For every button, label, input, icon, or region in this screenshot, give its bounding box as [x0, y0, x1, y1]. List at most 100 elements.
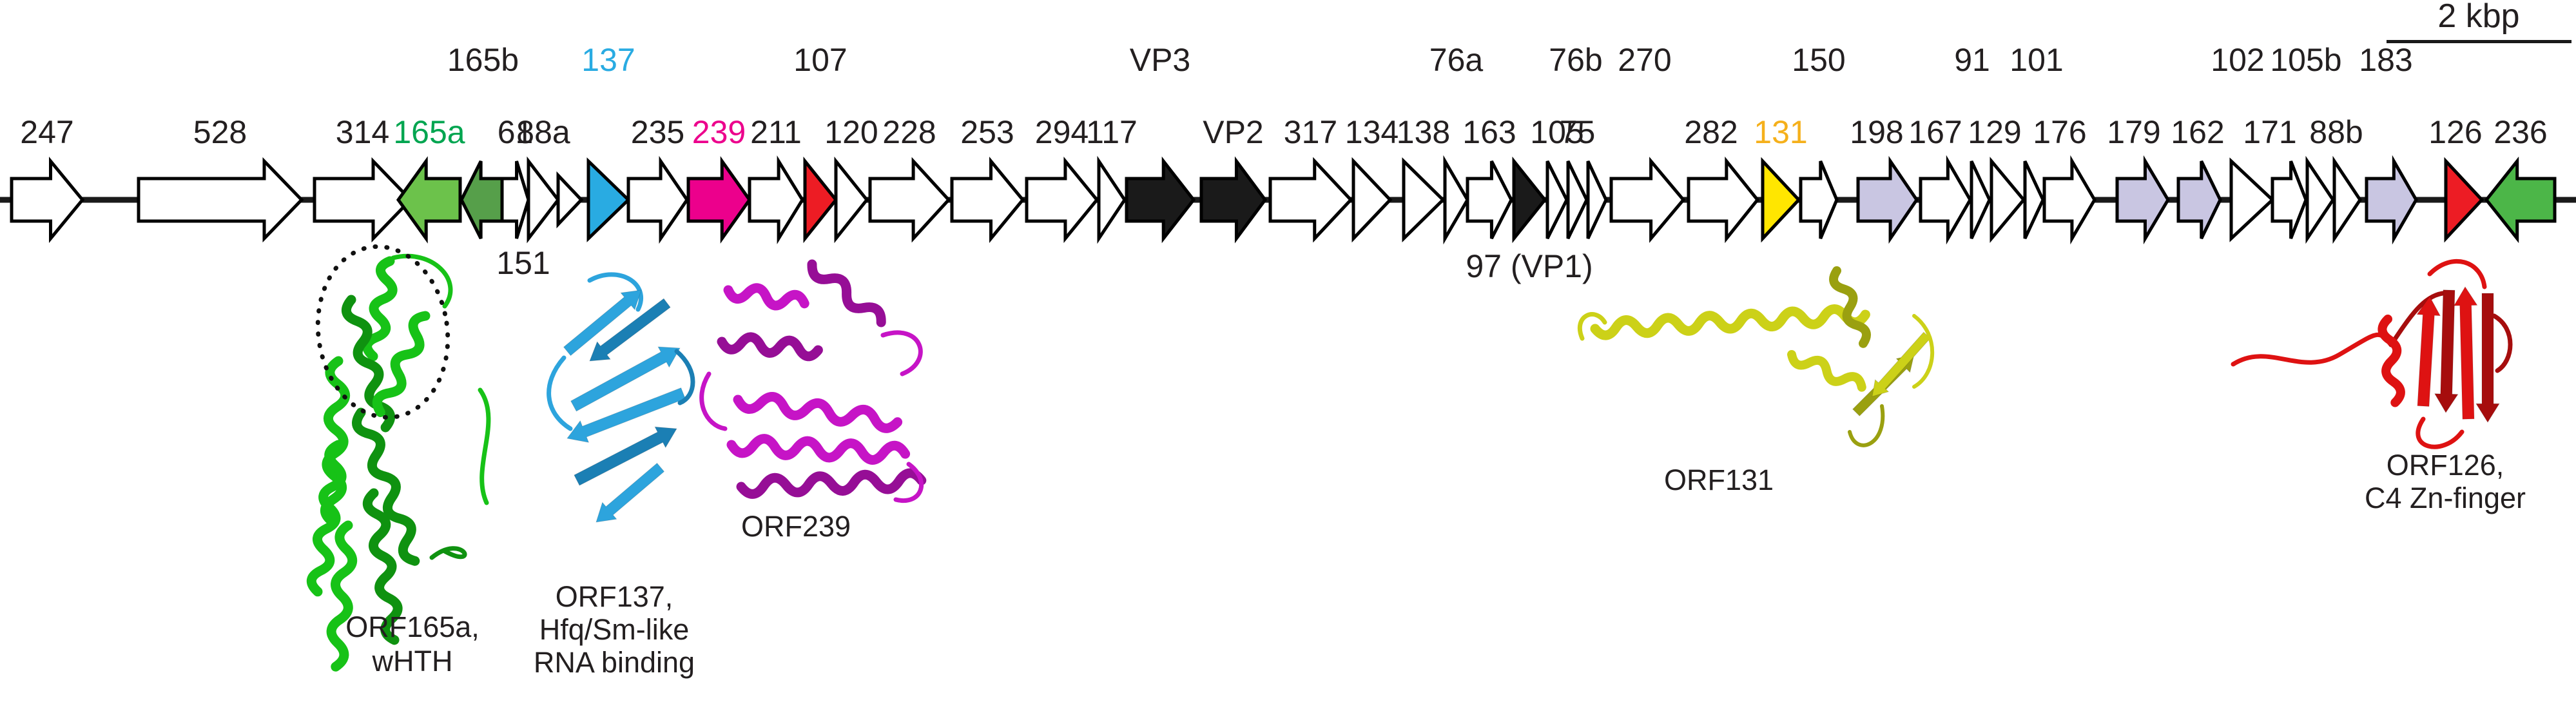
orf-label-150: 150 [1792, 42, 1845, 78]
ribbon-helix [736, 468, 927, 499]
orf131-structure-caption-line-0: ORF131 [1664, 463, 1774, 496]
ribbon-loop [478, 387, 491, 505]
ribbon-helix [362, 256, 398, 362]
orf-label-126: 126 [2428, 114, 2482, 150]
orf-arrow-107 [803, 156, 838, 244]
ribbon-strand [2475, 293, 2500, 423]
orf-arrow-176 [2042, 155, 2097, 245]
ribbon-loop [674, 349, 695, 405]
ribbon-helix [717, 332, 823, 362]
orf-label-88a: 88a [516, 114, 570, 150]
orf-label-137: 137 [581, 42, 635, 78]
orf-arrow-61 [500, 161, 530, 239]
orf-arrow-228 [868, 157, 951, 243]
orf-arrow-239 [686, 156, 752, 244]
ribbon-strand [589, 298, 671, 362]
orf-label-VP3: VP3 [1130, 42, 1191, 78]
orf-arrow-102 [2229, 157, 2275, 242]
ribbon-helix [352, 407, 420, 566]
ribbon-loop [2416, 416, 2465, 449]
orf-arrow-VP2 [1199, 156, 1268, 244]
orf-arrow-253 [950, 157, 1025, 243]
orf-arrow-88b [2332, 155, 2363, 244]
orf-label-171: 171 [2243, 114, 2296, 150]
orf-label-239: 239 [692, 114, 746, 150]
orf-arrow-211 [748, 155, 804, 244]
ribbon-strand [574, 426, 677, 486]
orf-arrow-120 [834, 156, 869, 244]
orf-arrow-198 [1856, 155, 1919, 244]
orf-label-235: 235 [631, 114, 684, 150]
ribbon-loop [587, 272, 644, 312]
orf-arrow-126 [2444, 157, 2484, 243]
orf-label-61: 61 [498, 114, 534, 150]
orf-arrow-165a [396, 156, 462, 244]
orf-arrow-117 [1097, 155, 1127, 244]
orf-arrow-VP3 [1125, 156, 1196, 244]
orf137-structure [547, 272, 695, 523]
ribbon-helix [326, 520, 358, 672]
orf-arrow-294 [1025, 156, 1099, 244]
orf-label-75: 75 [1560, 114, 1596, 150]
orf-label-129: 129 [1968, 114, 2021, 150]
ribbon-loop [2492, 313, 2513, 373]
orf-label-282: 282 [1684, 114, 1738, 150]
orf-arrow-76a [1443, 155, 1469, 245]
orf-label-253: 253 [960, 114, 1014, 150]
orf-arrow-91 [1970, 160, 1991, 240]
ribbon-strand [1872, 331, 1931, 397]
orf-label-294: 294 [1035, 114, 1089, 150]
orf-label-228: 228 [882, 114, 936, 150]
orf-label-176: 176 [2033, 114, 2086, 150]
orf-arrow-101 [2023, 160, 2045, 240]
ribbon-helix [1787, 350, 1866, 392]
ribbon-loop [1848, 404, 1885, 447]
ribbon-helix [723, 283, 809, 311]
orf-label-165b: 165b [447, 42, 519, 78]
ribbon-strand [2434, 289, 2459, 413]
ribbon-loop [391, 253, 453, 309]
orf165a-structure-caption-line-0: ORF165a, [345, 610, 479, 643]
ribbon-loop [2388, 291, 2445, 347]
scale-bar-label: 2 kbp [2437, 0, 2519, 35]
orf-arrow-270 [1609, 157, 1686, 243]
orf-label-131: 131 [1754, 114, 1807, 150]
orf131-structure [1577, 266, 1935, 447]
ribbon-helix [306, 440, 347, 597]
orf-arrow-134 [1351, 157, 1393, 243]
orf-arrow-179 [2115, 155, 2170, 245]
orf-arrow-150 [1799, 161, 1839, 239]
ribbon-helix [733, 392, 903, 433]
orf-arrow-163 [1466, 160, 1513, 240]
orf137-structure-caption-line-0: ORF137, [556, 580, 673, 613]
orf-arrow-138 [1402, 157, 1446, 242]
orf-arrow-97-VP1- [1512, 156, 1547, 244]
orf-arrow-317 [1268, 157, 1353, 243]
orf-label-198: 198 [1850, 114, 1903, 150]
ribbon-strand [567, 387, 686, 443]
orf-arrow-76b [1586, 160, 1608, 240]
ribbon-loop [2427, 258, 2487, 289]
orf-arrow-75 [1566, 160, 1589, 240]
orf-label-179: 179 [2107, 114, 2160, 150]
orf-label-105b: 105b [2270, 42, 2341, 78]
ribbon-loop [893, 462, 924, 503]
ribbon-loop [1912, 314, 1935, 389]
orf-label-105: 105 [1530, 114, 1583, 150]
ribbon-strand [570, 346, 681, 412]
ribbon-strand [2416, 296, 2441, 407]
ribbon-helix [320, 356, 351, 527]
orf-label-314: 314 [336, 114, 389, 150]
orf-label-138: 138 [1397, 114, 1450, 150]
ribbon-loop [699, 371, 728, 431]
orf239-structure [699, 259, 927, 503]
orf126-structure-caption-line-1: C4 Zn-finger [2365, 482, 2526, 514]
orf-arrow-151 [556, 171, 584, 229]
orf137-structure-caption-line-1: Hfq/Sm-like [539, 613, 690, 646]
ribbon-loop [429, 546, 467, 560]
orf-label-211: 211 [750, 114, 802, 150]
orf-arrow-171 [2271, 161, 2308, 239]
orf-arrow-236 [2484, 156, 2557, 244]
orf-label-162: 162 [2171, 114, 2224, 150]
